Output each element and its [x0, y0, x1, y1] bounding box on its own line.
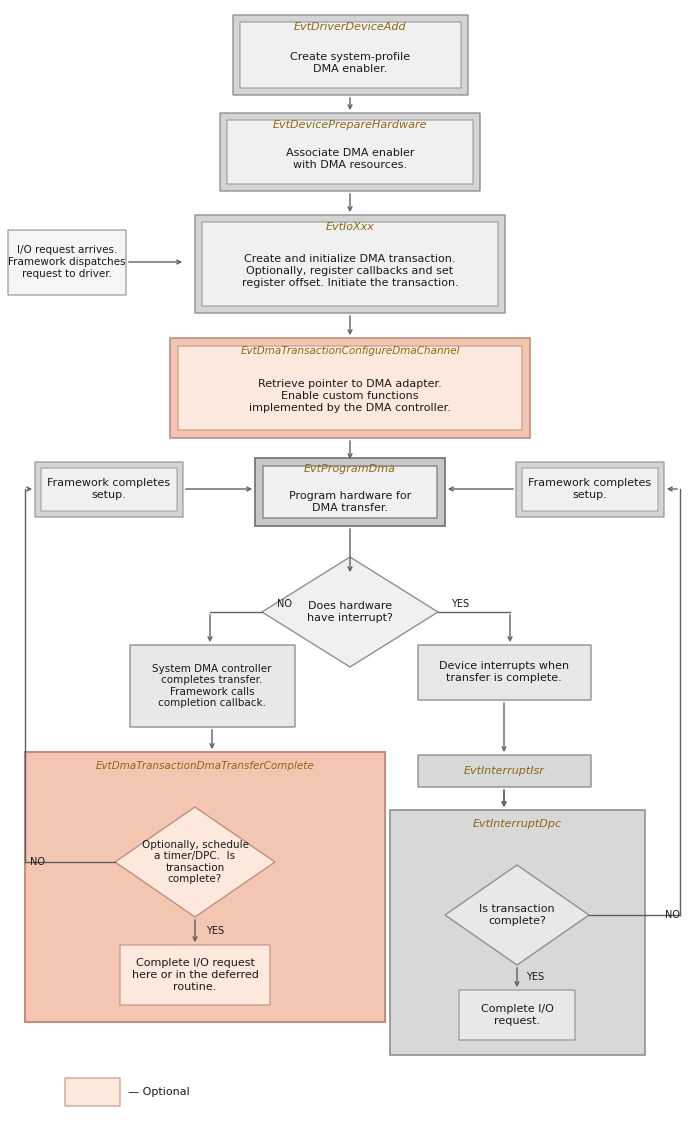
Text: Is transaction
complete?: Is transaction complete? — [480, 904, 555, 925]
Text: Framework completes
setup.: Framework completes setup. — [48, 478, 171, 499]
FancyBboxPatch shape — [459, 990, 575, 1040]
Text: EvtIoXxx: EvtIoXxx — [326, 221, 375, 232]
Text: Associate DMA enabler
with DMA resources.: Associate DMA enabler with DMA resources… — [286, 148, 415, 170]
FancyBboxPatch shape — [120, 945, 270, 1005]
FancyBboxPatch shape — [25, 751, 385, 1022]
Text: Create and initialize DMA transaction.
Optionally, register callbacks and set
re: Create and initialize DMA transaction. O… — [242, 254, 459, 288]
Polygon shape — [445, 864, 589, 965]
Polygon shape — [115, 807, 275, 918]
Text: EvtDevicePrepareHardware: EvtDevicePrepareHardware — [273, 120, 427, 130]
Text: EvtDmaTransactionConfigureDmaChannel: EvtDmaTransactionConfigureDmaChannel — [240, 346, 460, 356]
Text: I/O request arrives.
Framework dispatches
request to driver.: I/O request arrives. Framework dispatche… — [8, 245, 126, 279]
FancyBboxPatch shape — [263, 466, 437, 518]
Text: Does hardware
have interrupt?: Does hardware have interrupt? — [307, 601, 393, 623]
FancyBboxPatch shape — [195, 215, 505, 313]
Text: NO: NO — [30, 857, 45, 867]
Text: System DMA controller
completes transfer.
Framework calls
completion callback.: System DMA controller completes transfer… — [152, 663, 272, 709]
Text: — Optional: — Optional — [128, 1087, 189, 1097]
Text: Program hardware for
DMA transfer.: Program hardware for DMA transfer. — [289, 492, 411, 513]
Text: Create system-profile
DMA enabler.: Create system-profile DMA enabler. — [290, 52, 410, 73]
FancyBboxPatch shape — [8, 231, 126, 295]
Text: NO: NO — [278, 599, 292, 609]
FancyBboxPatch shape — [170, 338, 530, 438]
Text: EvtDmaTransactionDmaTransferComplete: EvtDmaTransactionDmaTransferComplete — [96, 760, 315, 771]
FancyBboxPatch shape — [418, 755, 591, 786]
FancyBboxPatch shape — [65, 1078, 120, 1106]
FancyBboxPatch shape — [418, 645, 591, 699]
Text: Optionally, schedule
a timer/DPC.  Is
transaction
complete?: Optionally, schedule a timer/DPC. Is tra… — [141, 840, 249, 885]
FancyBboxPatch shape — [35, 462, 183, 518]
Text: YES: YES — [526, 972, 544, 982]
FancyBboxPatch shape — [220, 113, 480, 191]
FancyBboxPatch shape — [41, 468, 177, 511]
Polygon shape — [262, 557, 438, 667]
Text: NO: NO — [665, 910, 679, 920]
Text: Device interrupts when
transfer is complete.: Device interrupts when transfer is compl… — [439, 661, 569, 683]
FancyBboxPatch shape — [390, 810, 645, 1055]
FancyBboxPatch shape — [240, 21, 461, 88]
FancyBboxPatch shape — [178, 346, 522, 431]
FancyBboxPatch shape — [255, 458, 445, 525]
Text: Complete I/O
request.: Complete I/O request. — [481, 1005, 554, 1026]
Text: Framework completes
setup.: Framework completes setup. — [528, 478, 651, 499]
FancyBboxPatch shape — [130, 645, 295, 727]
Text: YES: YES — [451, 599, 469, 609]
FancyBboxPatch shape — [516, 462, 664, 518]
FancyBboxPatch shape — [522, 468, 658, 511]
Text: Retrieve pointer to DMA adapter.
Enable custom functions
implemented by the DMA : Retrieve pointer to DMA adapter. Enable … — [249, 380, 451, 412]
Text: EvtDriverDeviceAdd: EvtDriverDeviceAdd — [294, 21, 406, 32]
Text: EvtInterruptDpc: EvtInterruptDpc — [473, 819, 561, 829]
Text: Complete I/O request
here or in the deferred
routine.: Complete I/O request here or in the defe… — [131, 958, 259, 992]
FancyBboxPatch shape — [233, 15, 468, 95]
Text: YES: YES — [206, 925, 224, 936]
Text: EvtProgramDma: EvtProgramDma — [304, 464, 396, 473]
FancyBboxPatch shape — [202, 221, 498, 306]
Text: EvtInterruptIsr: EvtInterruptIsr — [463, 766, 545, 776]
FancyBboxPatch shape — [227, 120, 473, 184]
